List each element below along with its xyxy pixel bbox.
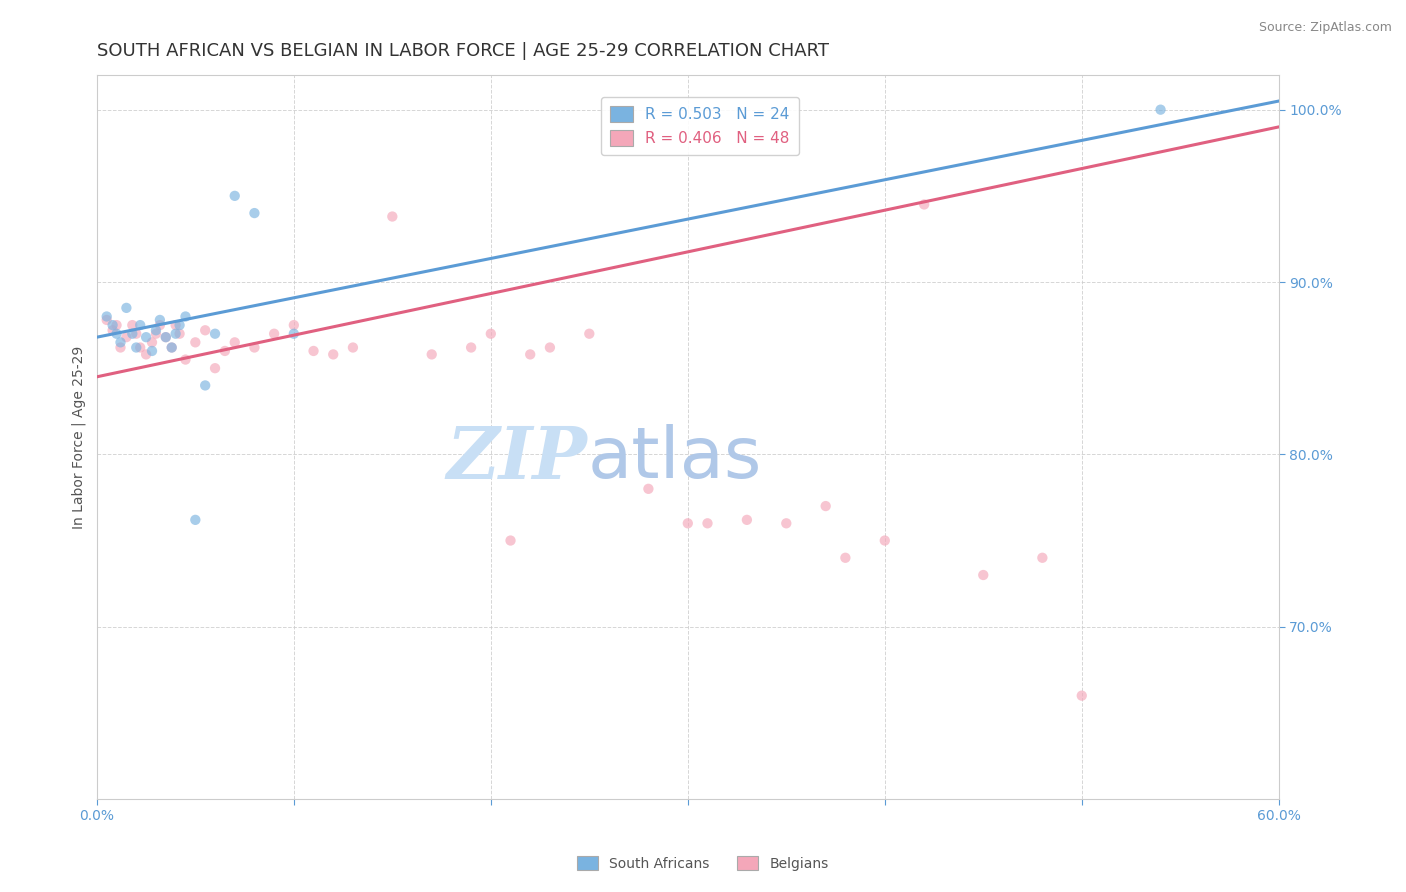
Point	[814, 499, 837, 513]
Point	[519, 347, 541, 361]
Point	[145, 326, 167, 341]
Point	[322, 347, 344, 361]
Point	[184, 335, 207, 350]
Point	[243, 206, 266, 220]
Point	[381, 210, 404, 224]
Point	[735, 513, 758, 527]
Point	[538, 341, 561, 355]
Point	[110, 335, 132, 350]
Point	[342, 341, 364, 355]
Point	[96, 313, 118, 327]
Point	[214, 343, 236, 358]
Point	[135, 330, 157, 344]
Point	[165, 326, 187, 341]
Point	[145, 323, 167, 337]
Point	[115, 301, 138, 315]
Point	[1031, 550, 1053, 565]
Point	[160, 341, 183, 355]
Point	[135, 347, 157, 361]
Point	[169, 318, 191, 332]
Point	[972, 568, 994, 582]
Point	[105, 318, 128, 332]
Point	[775, 516, 797, 531]
Point	[105, 326, 128, 341]
Point	[174, 310, 197, 324]
Point	[676, 516, 699, 531]
Text: ZIP: ZIP	[447, 424, 588, 494]
Point	[149, 313, 172, 327]
Point	[129, 341, 152, 355]
Point	[160, 341, 183, 355]
Point	[184, 513, 207, 527]
Point	[101, 323, 124, 337]
Point	[125, 326, 148, 341]
Point	[121, 326, 143, 341]
Point	[479, 326, 502, 341]
Point	[149, 318, 172, 332]
Legend: R = 0.503   N = 24, R = 0.406   N = 48: R = 0.503 N = 24, R = 0.406 N = 48	[600, 97, 799, 155]
Point	[129, 318, 152, 332]
Text: SOUTH AFRICAN VS BELGIAN IN LABOR FORCE | AGE 25-29 CORRELATION CHART: SOUTH AFRICAN VS BELGIAN IN LABOR FORCE …	[97, 42, 830, 60]
Point	[165, 318, 187, 332]
Point	[420, 347, 443, 361]
Point	[499, 533, 522, 548]
Point	[194, 323, 217, 337]
Point	[460, 341, 482, 355]
Point	[169, 326, 191, 341]
Point	[224, 335, 246, 350]
Point	[302, 343, 325, 358]
Point	[283, 318, 305, 332]
Point	[696, 516, 718, 531]
Point	[204, 326, 226, 341]
Point	[141, 335, 163, 350]
Point	[141, 343, 163, 358]
Point	[110, 341, 132, 355]
Point	[224, 189, 246, 203]
Point	[204, 361, 226, 376]
Point	[121, 318, 143, 332]
Point	[101, 318, 124, 332]
Point	[263, 326, 285, 341]
Point	[834, 550, 856, 565]
Point	[283, 326, 305, 341]
Point	[912, 197, 935, 211]
Point	[243, 341, 266, 355]
Point	[155, 330, 177, 344]
Point	[174, 352, 197, 367]
Text: atlas: atlas	[588, 425, 762, 493]
Text: Source: ZipAtlas.com: Source: ZipAtlas.com	[1258, 21, 1392, 34]
Legend: South Africans, Belgians: South Africans, Belgians	[572, 850, 834, 876]
Y-axis label: In Labor Force | Age 25-29: In Labor Force | Age 25-29	[72, 345, 86, 529]
Point	[637, 482, 659, 496]
Point	[194, 378, 217, 392]
Point	[578, 326, 600, 341]
Point	[96, 310, 118, 324]
Point	[873, 533, 896, 548]
Point	[1149, 103, 1171, 117]
Point	[125, 341, 148, 355]
Point	[115, 330, 138, 344]
Point	[155, 330, 177, 344]
Point	[1070, 689, 1092, 703]
